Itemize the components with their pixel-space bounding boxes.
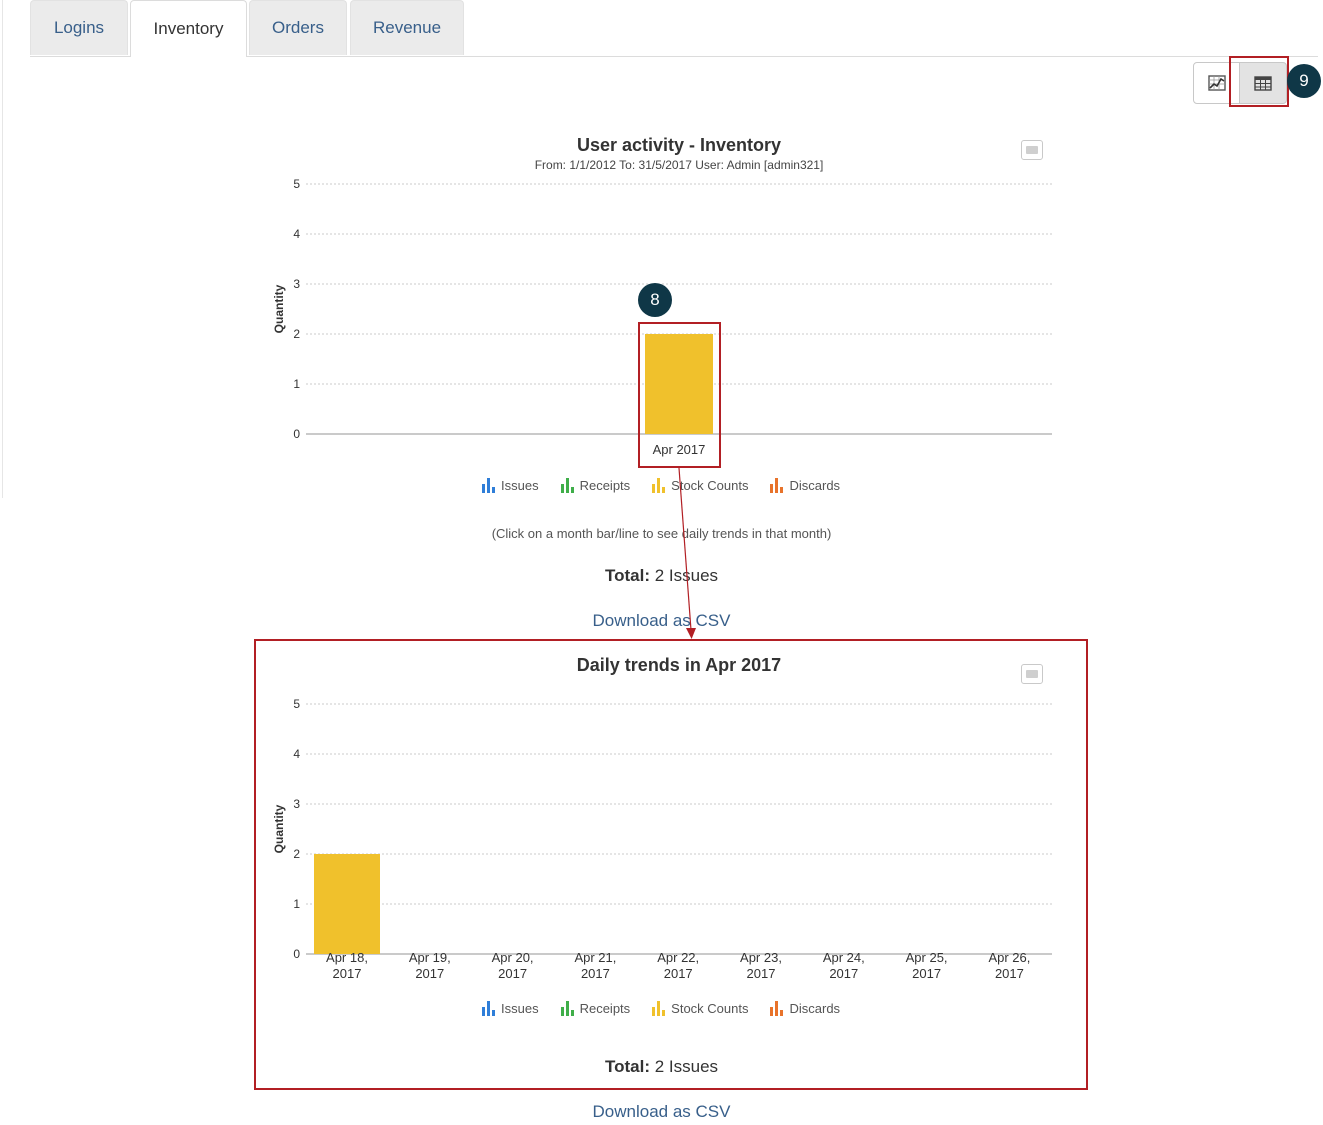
tab-orders[interactable]: Orders (249, 0, 347, 55)
tab-logins[interactable]: Logins (30, 0, 128, 55)
step-badge-8: 8 (638, 283, 672, 317)
table-view-icon (1254, 75, 1272, 91)
chart-view-icon (1207, 75, 1226, 91)
view-toggle (1193, 62, 1287, 104)
table-view-button[interactable] (1239, 62, 1287, 104)
legend-item-issues[interactable]: Issues (482, 478, 539, 493)
bar-chart-icon (482, 478, 495, 493)
step-badge-9: 9 (1287, 64, 1321, 98)
total-label: Total: (604, 566, 650, 585)
bar-chart-icon (652, 1001, 666, 1016)
bar-stock-counts[interactable] (645, 334, 713, 434)
daily-chart-menu-button[interactable] (1021, 664, 1043, 684)
y-tick-label: 1 (293, 897, 300, 911)
y-tick-label: 3 (293, 797, 300, 811)
y-tick-label: 4 (293, 227, 300, 241)
legend-item-receipts[interactable]: Receipts (560, 478, 631, 493)
x-tick-label: 2017 (581, 966, 610, 981)
report-tabs: Logins Inventory Orders Revenue (30, 0, 1318, 57)
legend-label: Stock Counts (671, 1001, 749, 1016)
chart-menu-button[interactable] (1021, 140, 1043, 160)
daily-chart: Daily trends in Apr 2017 0 1 2 3 4 5 Quantity Ap… (272, 655, 1052, 981)
legend-label: Receipts (579, 478, 631, 493)
x-tick-label: 2017 (498, 966, 527, 981)
legend-label: Receipts (579, 1001, 631, 1016)
legend-item-discards[interactable]: Discards (770, 478, 840, 493)
menu-icon (1026, 146, 1038, 154)
daily-total: Total: 2 Issues (0, 1057, 1323, 1077)
monthly-chart: User activity - Inventory From: 1/1/2012 … (272, 135, 1052, 457)
legend-label: Stock Counts (671, 478, 749, 493)
bar-chart-icon (770, 1001, 784, 1016)
legend-label: Discards (789, 1001, 841, 1016)
page-left-border (2, 0, 3, 498)
chart-subtitle: From: 1/1/2012 To: 31/5/2017 User: Admin… (535, 158, 824, 172)
x-tick-label: 2017 (912, 966, 941, 981)
chart-title: Daily trends in Apr 2017 (577, 655, 781, 675)
bar-chart-icon (652, 478, 666, 493)
tab-revenue[interactable]: Revenue (350, 0, 464, 55)
x-tick-label: Apr 25, (906, 950, 948, 965)
legend-item-stock-counts[interactable]: Stock Counts (652, 1001, 748, 1016)
x-tick-label: 2017 (995, 966, 1024, 981)
bar-chart-icon (560, 478, 574, 493)
bar-stock-counts[interactable] (314, 854, 380, 954)
legend-item-issues[interactable]: Issues (482, 1001, 539, 1016)
chart-hint: (Click on a month bar/line to see daily … (491, 526, 832, 541)
x-tick-label: 2017 (333, 966, 362, 981)
x-tick-label: Apr 21, (574, 950, 616, 965)
x-tick-label: Apr 20, (492, 950, 534, 965)
x-tick-label: 2017 (415, 966, 444, 981)
y-tick-label: 5 (293, 697, 300, 711)
daily-legend: Issues Receipts Stock Counts Discards (482, 1001, 840, 1016)
monthly-legend: Issues Receipts Stock Counts Discards (482, 478, 840, 493)
y-tick-label: 2 (293, 327, 300, 341)
month-bar-highlight (638, 322, 721, 468)
y-tick-label: 0 (293, 947, 300, 961)
daily-download-csv-link[interactable]: Download as CSV (592, 1102, 731, 1121)
y-tick-label: 3 (293, 277, 300, 291)
x-tick-label: Apr 22, (657, 950, 699, 965)
y-tick-label: 5 (293, 177, 300, 191)
y-axis-label: Quantity (272, 804, 286, 853)
y-tick-label: 4 (293, 747, 300, 761)
bar-chart-icon (482, 1001, 495, 1016)
bar-chart-icon (770, 478, 784, 493)
legend-label: Issues (501, 1001, 539, 1016)
daily-chart-highlight (254, 639, 1088, 1090)
x-tick-label: Apr 19, (409, 950, 451, 965)
chart-view-button[interactable] (1193, 62, 1240, 104)
x-tick-label: Apr 26, (988, 950, 1030, 965)
bar-chart-icon (560, 1001, 574, 1016)
legend-item-receipts[interactable]: Receipts (560, 1001, 631, 1016)
tab-inventory[interactable]: Inventory (130, 0, 247, 57)
y-tick-label: 0 (293, 427, 300, 441)
y-axis-label: Quantity (272, 284, 286, 333)
legend-item-stock-counts[interactable]: Stock Counts (652, 478, 748, 493)
x-tick-label: Apr 2017 (653, 442, 706, 457)
total-value: 2 Issues (654, 1057, 719, 1076)
x-tick-label: 2017 (829, 966, 858, 981)
x-tick-label: Apr 18, (326, 950, 368, 965)
download-csv-link[interactable]: Download as CSV (592, 611, 731, 630)
legend-item-discards[interactable]: Discards (770, 1001, 840, 1016)
chart-title: User activity - Inventory (577, 135, 781, 155)
y-tick-label: 2 (293, 847, 300, 861)
y-tick-label: 1 (293, 377, 300, 391)
legend-label: Issues (501, 478, 539, 493)
x-tick-label: 2017 (747, 966, 776, 981)
x-tick-label: 2017 (664, 966, 693, 981)
x-tick-label: Apr 23, (740, 950, 782, 965)
x-tick-label: Apr 24, (823, 950, 865, 965)
menu-icon (1026, 670, 1038, 678)
legend-label: Discards (789, 478, 841, 493)
total-label: Total: (604, 1057, 650, 1076)
